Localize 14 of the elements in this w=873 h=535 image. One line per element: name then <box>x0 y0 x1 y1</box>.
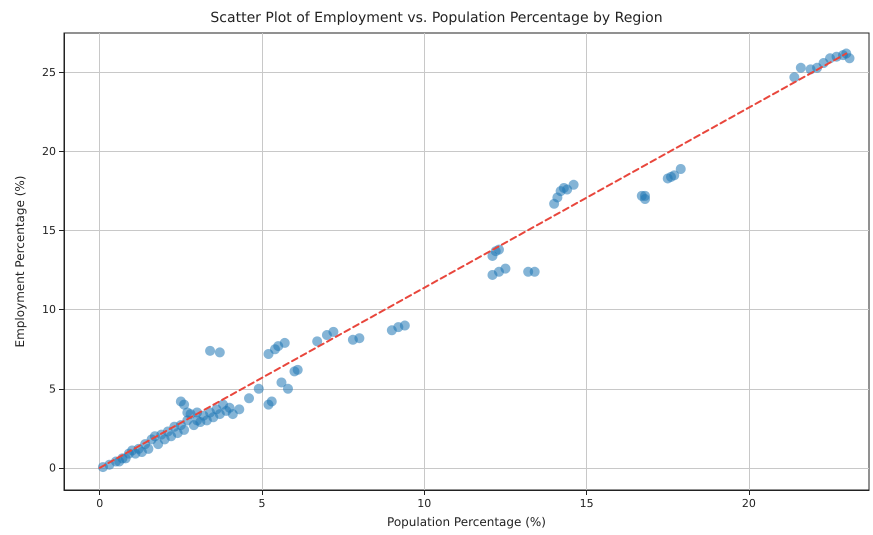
x-tick-label: 20 <box>742 497 756 510</box>
x-tick-label: 10 <box>417 497 432 510</box>
chart-title: Scatter Plot of Employment vs. Population Percentage by Region <box>210 10 663 26</box>
x-tick-label: 15 <box>580 497 594 510</box>
y-tick-label: 0 <box>49 461 56 474</box>
y-tick-label: 10 <box>42 303 56 316</box>
y-axis-title: Employment Percentage (%) <box>13 176 27 348</box>
x-tick-label: 0 <box>96 497 104 510</box>
y-tick-label: 20 <box>42 145 56 158</box>
x-tick-label: 5 <box>258 497 266 510</box>
y-tick-label: 15 <box>42 224 56 238</box>
y-tick-label: 5 <box>49 382 56 396</box>
x-axis-title: Population Percentage (%) <box>387 515 546 529</box>
y-tick-label: 25 <box>42 66 56 80</box>
